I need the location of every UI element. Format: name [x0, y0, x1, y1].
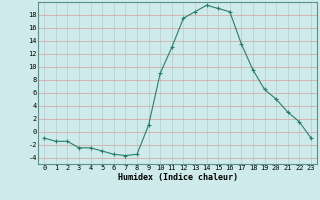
- X-axis label: Humidex (Indice chaleur): Humidex (Indice chaleur): [118, 173, 238, 182]
